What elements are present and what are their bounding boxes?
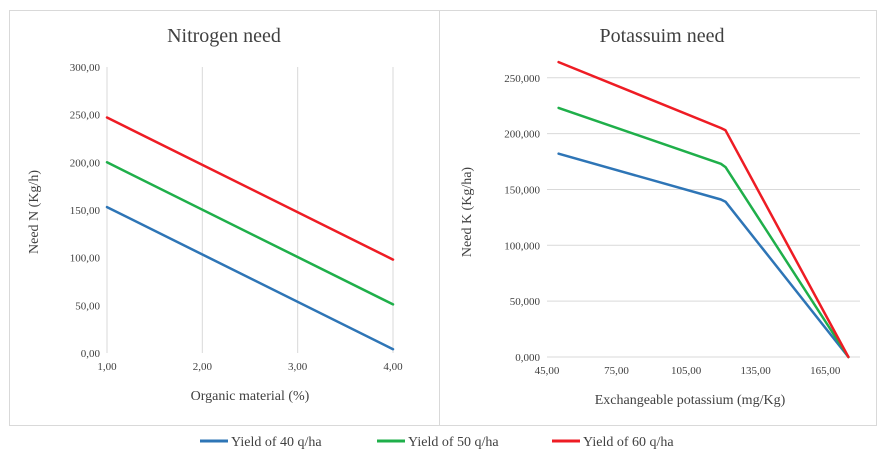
potassium-y-axis-label: Need K (Kg/ha): [460, 167, 475, 258]
n-y-tick-label: 150,00: [70, 205, 101, 217]
potassium-panel-frame: [439, 10, 877, 426]
k-x-tick-label: 75,00: [604, 365, 629, 377]
legend-label-2: Yield of 50 q/ha: [408, 435, 499, 450]
legend-label-1: Yield of 40 q/ha: [231, 435, 322, 450]
nitrogen-y-axis-label: Need N (Kg/h): [27, 170, 42, 254]
n-y-tick-label: 300,00: [70, 62, 101, 74]
nitrogen-grid: [106, 67, 394, 353]
potassium-x-axis-label: Exchangeable potassium (mg/Kg): [595, 393, 786, 408]
legend-label-3: Yield of 60 q/ha: [583, 435, 674, 450]
n-x-tick-label: 4,00: [383, 361, 403, 373]
k-y-tick-label: 250,000: [504, 73, 540, 85]
nitrogen-chart-title: Nitrogen need: [167, 25, 281, 47]
n-y-tick-label: 0,00: [81, 348, 101, 360]
n-y-tick-label: 250,00: [70, 110, 101, 122]
n-x-tick-label: 2,00: [193, 361, 213, 373]
k-x-tick-label: 105,00: [671, 365, 702, 377]
n-series-line-2: [105, 161, 395, 306]
potassium-chart: Potassuim need Exchangeable potassium (m…: [460, 25, 860, 408]
n-series-line-1: [105, 205, 395, 351]
n-series-line-3: [105, 116, 395, 261]
n-y-tick-label: 200,00: [70, 157, 101, 169]
n-y-tick-label: 100,00: [70, 253, 101, 265]
legend: Yield of 40 q/ha Yield of 50 q/ha Yield of…: [200, 435, 674, 450]
n-x-tick-label: 3,00: [288, 361, 308, 373]
nitrogen-chart: Nitrogen need Organic material (%) Need …: [27, 25, 403, 404]
k-y-tick-label: 50,000: [510, 296, 541, 308]
potassium-y-ticks: 0,000 50,000 100,000 150,000 200,000 250,000: [504, 73, 540, 364]
potassium-chart-title: Potassuim need: [600, 25, 725, 47]
k-y-tick-label: 0,000: [515, 352, 540, 364]
nitrogen-series: [105, 116, 395, 351]
k-x-tick-label: 45,00: [535, 365, 560, 377]
n-x-tick-label: 1,00: [97, 361, 117, 373]
potassium-series: [557, 60, 850, 359]
nitrogen-x-axis-label: Organic material (%): [191, 389, 310, 404]
k-x-tick-label: 135,00: [741, 365, 772, 377]
potassium-x-ticks: 45,00 75,00 105,00 135,00 165,00: [535, 365, 841, 377]
n-y-tick-label: 50,00: [75, 300, 100, 312]
nitrogen-y-ticks: 0,00 50,00 100,00 150,00 200,00 250,00 300,00: [70, 62, 101, 360]
k-series-line-3: [557, 60, 850, 359]
k-y-tick-label: 150,000: [504, 184, 540, 196]
k-y-tick-label: 100,000: [504, 240, 540, 252]
k-y-tick-label: 200,000: [504, 129, 540, 141]
nitrogen-x-ticks: 1,00 2,00 3,00 4,00: [97, 361, 403, 373]
k-x-tick-label: 165,00: [810, 365, 841, 377]
k-series-line-1: [557, 152, 850, 359]
k-series-line-2: [557, 106, 850, 359]
